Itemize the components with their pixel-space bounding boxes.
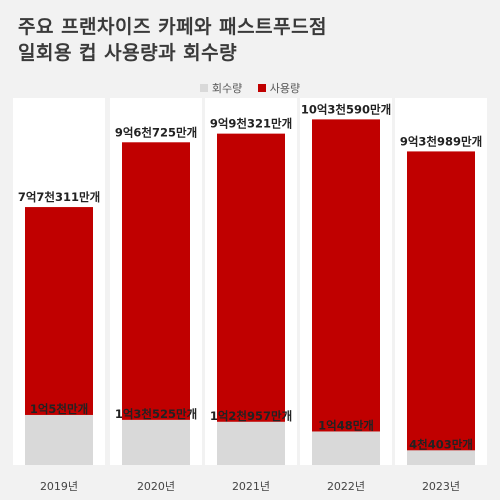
x-tick-label: 2021년: [232, 480, 270, 493]
x-tick-label: 2019년: [40, 480, 78, 493]
bar-usage: [217, 133, 285, 465]
data-label-recovered: 1억3천525만개: [115, 407, 197, 421]
data-label-usage: 10억3천590만개: [301, 102, 391, 116]
bar-recovered: [25, 414, 93, 465]
data-label-usage: 9억6천725만개: [115, 125, 197, 139]
chart-title-line-1: 주요 프랜차이즈 카페와 패스트푸드점: [18, 16, 328, 38]
data-label-recovered: 4천403만개: [409, 437, 473, 451]
x-tick-label: 2023년: [422, 480, 460, 493]
data-label-usage: 9억9천321만개: [210, 117, 292, 131]
legend-label-used: 사용량: [269, 82, 301, 95]
data-label-usage: 7억7천311만개: [18, 190, 100, 204]
bar-usage: [407, 151, 475, 465]
legend-swatch-recovered: [199, 84, 208, 92]
chart-legend: 회수량 사용량: [0, 80, 500, 96]
legend-item-used: 사용량: [257, 80, 301, 96]
data-label-usage: 9억3천989만개: [400, 134, 482, 148]
data-label-recovered: 1억48만개: [318, 418, 374, 432]
x-tick-label: 2022년: [327, 480, 365, 493]
bar-usage: [122, 142, 190, 465]
data-label-recovered: 1억5천만개: [30, 402, 88, 416]
data-label-recovered: 1억2천957만개: [210, 409, 292, 423]
legend-label-recovered: 회수량: [211, 82, 243, 95]
x-tick-label: 2020년: [137, 480, 175, 493]
legend-swatch-used: [257, 84, 266, 92]
bar-recovered: [312, 431, 380, 465]
legend-item-recovered: 회수량: [199, 80, 243, 96]
chart-title: 주요 프랜차이즈 카페와 패스트푸드점 일회용 컵 사용량과 회수량: [18, 14, 327, 66]
bar-recovered: [122, 419, 190, 465]
bar-usage: [312, 119, 380, 465]
bar-recovered: [217, 421, 285, 465]
chart-title-line-2: 일회용 컵 사용량과 회수량: [18, 42, 238, 64]
bar-recovered: [407, 450, 475, 465]
